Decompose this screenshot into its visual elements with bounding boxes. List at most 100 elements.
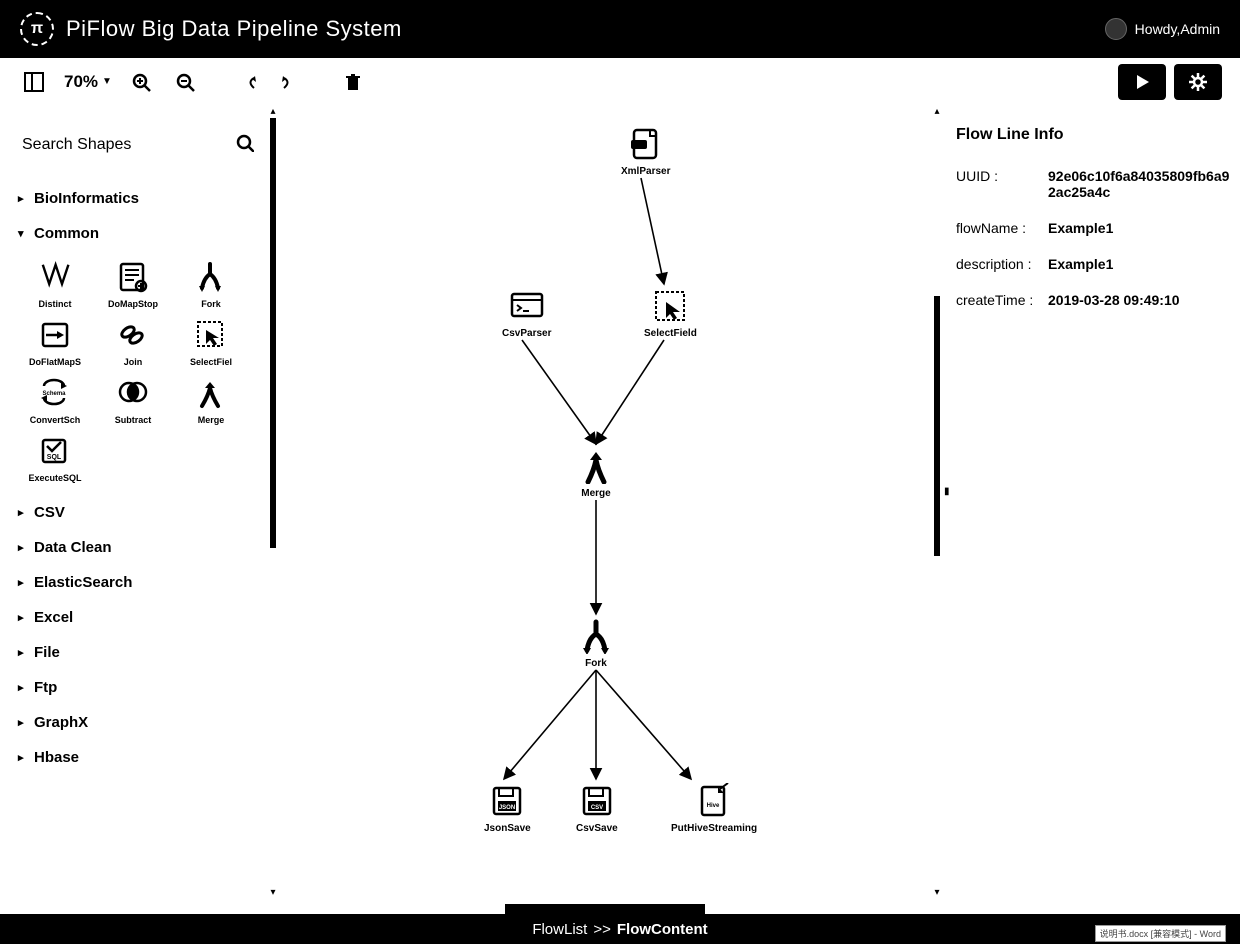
category-ftp[interactable]: ▸Ftp: [18, 670, 258, 705]
category-bioinformatics[interactable]: ▸BioInformatics: [18, 181, 258, 216]
node-jsonsave[interactable]: JsonSave: [484, 781, 531, 834]
info-row: flowName :Example1: [956, 220, 1232, 236]
info-value: Example1: [1048, 256, 1113, 272]
terminal-icon: [507, 286, 547, 326]
info-key: createTime :: [956, 292, 1048, 308]
zoom-in-button[interactable]: [126, 67, 156, 97]
info-panel-title: Flow Line Info: [956, 126, 1232, 144]
flow-canvas[interactable]: XmlParser CsvParser SelectField Merge Fork Js…: [276, 106, 934, 914]
xml-icon: [626, 124, 666, 164]
shape-join[interactable]: Join: [96, 317, 170, 367]
caret-icon: ▸: [18, 192, 28, 205]
horizontal-scrollbar[interactable]: [505, 904, 705, 914]
node-label: Merge: [581, 488, 610, 499]
search-icon[interactable]: [234, 132, 254, 157]
info-key: UUID :: [956, 168, 1048, 184]
zoom-value: 70%: [64, 72, 98, 92]
breadcrumb-bar: FlowList >> FlowContent 说明书.docx [兼容模式] …: [0, 914, 1240, 944]
domap-icon: [115, 259, 151, 295]
category-elasticsearch[interactable]: ▸ElasticSearch: [18, 565, 258, 600]
info-value: 92e06c10f6a84035809fb6a92ac25a4c: [1048, 168, 1232, 200]
shape-doflatmap[interactable]: DoFlatMapS: [18, 317, 92, 367]
jsonsave-icon: [487, 781, 527, 821]
info-key: description :: [956, 256, 1048, 272]
node-label: CsvParser: [502, 328, 551, 339]
shape-grid: Distinct DoMapStopFork DoFlatMapS Join Selec…: [18, 251, 258, 495]
fork-icon: [576, 616, 616, 656]
right-splitter[interactable]: ▴ ▮ ▾: [934, 106, 940, 914]
breadcrumb-item-active[interactable]: FlowContent: [617, 921, 708, 938]
shape-convertsch[interactable]: ConvertSch: [18, 375, 92, 425]
merge-icon: [193, 375, 229, 411]
category-hbase[interactable]: ▸ Hbase: [18, 740, 258, 775]
caret-icon: ▸: [18, 506, 28, 519]
node-label: SelectField: [644, 328, 697, 339]
category-label: Excel: [34, 609, 73, 626]
executesql-icon: [37, 433, 73, 469]
category-label: Data Clean: [34, 539, 112, 556]
info-value: 2019-03-28 09:49:10: [1048, 292, 1180, 308]
subtract-icon: [115, 375, 151, 411]
category-graphx[interactable]: ▸GraphX: [18, 705, 258, 740]
caret-icon: ▸: [18, 751, 28, 764]
category-data-clean[interactable]: ▸Data Clean: [18, 530, 258, 565]
caret-icon: ▸: [18, 611, 28, 624]
category-file[interactable]: ▸File: [18, 635, 258, 670]
category-label: ElasticSearch: [34, 574, 132, 591]
node-selectfield[interactable]: SelectField: [644, 286, 697, 339]
caret-icon: ▾: [18, 227, 28, 240]
node-label: PutHiveStreaming: [671, 823, 757, 834]
category-common[interactable]: ▾ Common: [18, 216, 258, 251]
search-shapes-input[interactable]: [22, 136, 202, 154]
csvsave-icon: [577, 781, 617, 821]
doflatmap-icon: [37, 317, 73, 353]
shape-fork[interactable]: Fork: [174, 259, 248, 309]
node-puthive[interactable]: PutHiveStreaming: [671, 781, 757, 834]
node-fork[interactable]: Fork: [576, 616, 616, 669]
shape-selectfield[interactable]: SelectFiel: [174, 317, 248, 367]
settings-button[interactable]: [1174, 64, 1222, 100]
convertsch-icon: [37, 375, 73, 411]
undo-button[interactable]: [238, 70, 262, 94]
user-greeting[interactable]: Howdy,Admin: [1105, 18, 1220, 40]
node-label: CsvSave: [576, 823, 618, 834]
shape-label: Distinct: [38, 299, 71, 309]
breadcrumb-item[interactable]: FlowList: [532, 921, 587, 938]
delete-button[interactable]: [338, 67, 368, 97]
zoom-dropdown[interactable]: 70% ▼: [64, 72, 112, 92]
node-merge[interactable]: Merge: [576, 446, 616, 499]
shape-executesql[interactable]: ExecuteSQL: [18, 433, 92, 483]
breadcrumb-separator: >>: [593, 921, 611, 938]
info-row: description :Example1: [956, 256, 1232, 272]
node-label: XmlParser: [621, 166, 670, 177]
shape-merge[interactable]: Merge: [174, 375, 248, 425]
app-logo: π: [20, 12, 54, 46]
node-csvsave[interactable]: CsvSave: [576, 781, 618, 834]
shape-distinct[interactable]: Distinct: [18, 259, 92, 309]
redo-button[interactable]: [276, 70, 300, 94]
info-panel: Flow Line Info UUID :92e06c10f6a84035809…: [940, 106, 1240, 914]
main-area: ▸BioInformatics▾CommonDistinctDoMapStopF…: [0, 106, 1240, 914]
zoom-out-button[interactable]: [170, 67, 200, 97]
shape-subtract[interactable]: Subtract: [96, 375, 170, 425]
category-label: Hbase: [34, 749, 79, 766]
shape-label: ExecuteSQL: [28, 473, 81, 483]
caret-icon: ▸: [18, 681, 28, 694]
layout-toggle-button[interactable]: [18, 66, 50, 98]
shape-label: DoFlatMapS: [29, 357, 81, 367]
merge-icon: [576, 446, 616, 486]
shape-label: SelectFiel: [190, 357, 232, 367]
selectfield-icon: [650, 286, 690, 326]
run-button[interactable]: [1118, 64, 1166, 100]
category-label: Common: [34, 225, 99, 242]
category-csv[interactable]: ▸CSV: [18, 495, 258, 530]
info-row: UUID :92e06c10f6a84035809fb6a92ac25a4c: [956, 168, 1232, 200]
info-key: flowName :: [956, 220, 1048, 236]
shape-domap[interactable]: DoMapStop: [96, 259, 170, 309]
node-csvparser[interactable]: CsvParser: [502, 286, 551, 339]
avatar-icon: [1105, 18, 1127, 40]
caret-icon: ▸: [18, 716, 28, 729]
category-excel[interactable]: ▸ Excel: [18, 600, 258, 635]
shape-label: ConvertSch: [30, 415, 81, 425]
node-xmlparser[interactable]: XmlParser: [621, 124, 670, 177]
